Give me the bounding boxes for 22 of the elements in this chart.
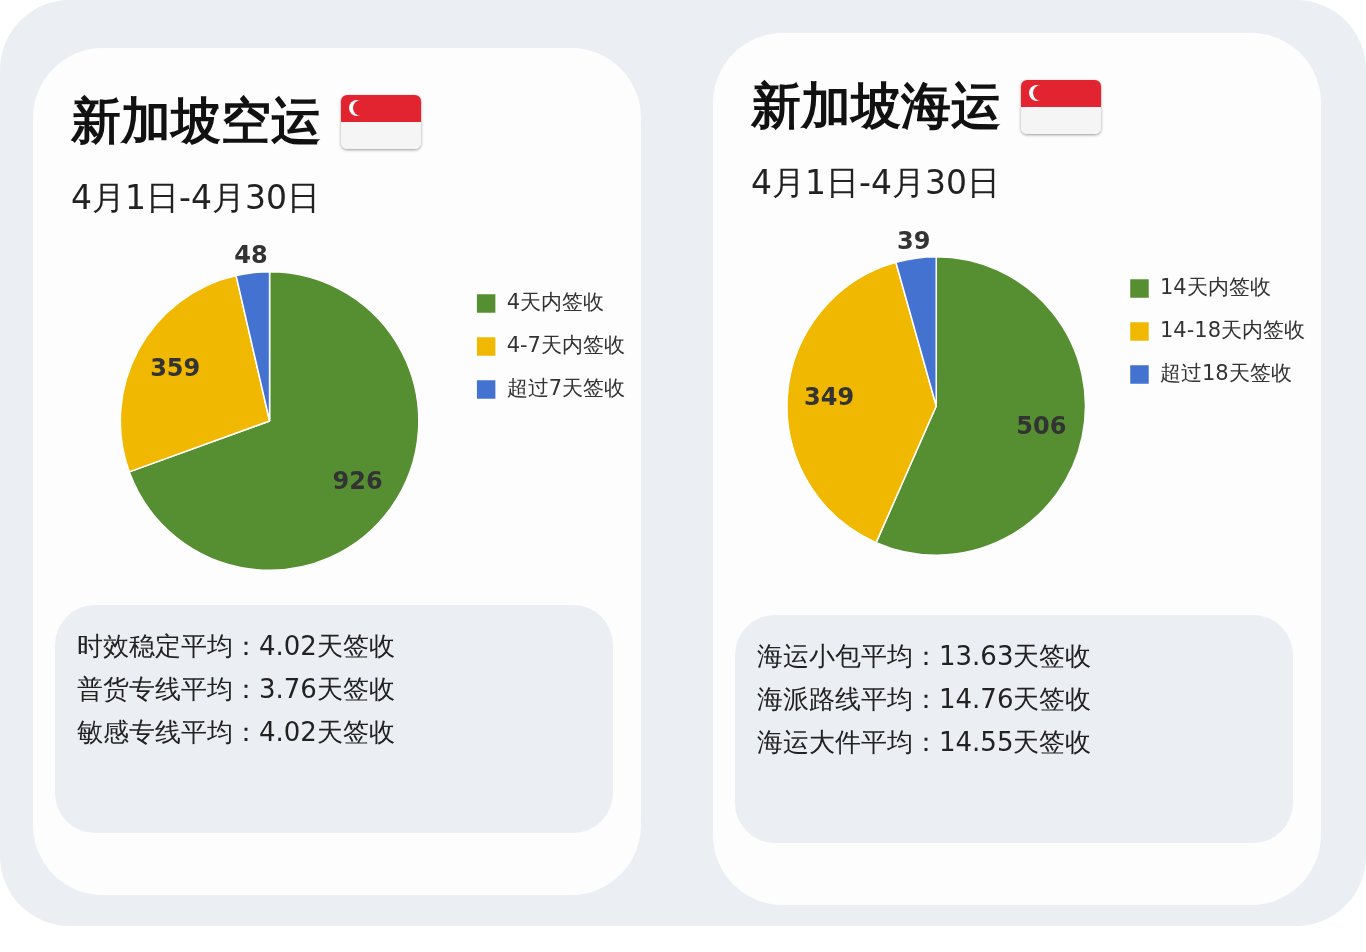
data-label: 48 — [234, 241, 268, 270]
text: 敏感专线平均：4.02天签收 — [77, 716, 396, 749]
legend-label: 超过7天签收 — [506, 375, 626, 400]
data-label: 359 — [150, 353, 201, 382]
data-label: 39 — [896, 226, 931, 255]
chart-subtitle: 4月1日-4月30日 — [71, 177, 320, 219]
text: 海运大件平均：14.55天签收 — [757, 726, 1093, 759]
data-label: 349 — [803, 382, 855, 411]
data-label: 506 — [1016, 412, 1067, 441]
chart-subtitle: 4月1日-4月30日 — [751, 162, 1000, 204]
legend-label: 14天内签收 — [1159, 274, 1271, 299]
text: 海派路线平均：14.76天签收 — [757, 683, 1093, 716]
chart-title: 新加坡空运 — [71, 91, 321, 152]
legend-label: 超过18天签收 — [1159, 360, 1292, 385]
text: 海运小包平均：13.63天签收 — [757, 640, 1093, 673]
text: 时效稳定平均：4.02天签收 — [77, 630, 396, 663]
legend-label: 4天内签收 — [506, 289, 605, 314]
legend-label: 4-7天内签收 — [506, 332, 625, 357]
legend-label: 14-18天内签收 — [1159, 317, 1306, 342]
chart-title: 新加坡海运 — [751, 76, 1001, 137]
text: 普货专线平均：3.76天签收 — [77, 673, 396, 706]
data-label: 926 — [332, 466, 383, 495]
